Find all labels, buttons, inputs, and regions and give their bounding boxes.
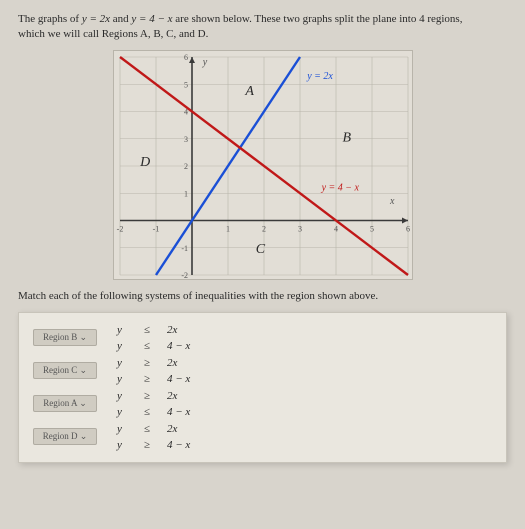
inequality-row: y ≥2x [117, 389, 211, 403]
svg-text:1: 1 [226, 224, 230, 233]
svg-text:6: 6 [184, 53, 188, 62]
chip-column: Region A ⌄ [33, 395, 107, 412]
prompt-eq2: y = 4 − x [131, 13, 172, 25]
region-select[interactable]: Region C ⌄ [33, 362, 97, 379]
svg-text:-2: -2 [181, 271, 188, 280]
svg-text:6: 6 [406, 224, 410, 233]
svg-text:2: 2 [184, 162, 188, 171]
svg-text:-1: -1 [152, 224, 159, 233]
rhs-expression: 2x [167, 390, 211, 402]
svg-text:C: C [255, 242, 265, 257]
inequality-stack: y ≥2x y ≥4 − x [117, 356, 211, 386]
rhs-expression: 2x [167, 423, 211, 435]
graph-container: -2-1123456-2-1123456y = 2xy = 4 − xABCDx… [18, 50, 507, 280]
region-select[interactable]: Region B ⌄ [33, 329, 97, 346]
operator: ≥ [141, 357, 153, 369]
prompt-text: are shown below. These two graphs split … [175, 13, 462, 25]
svg-text:B: B [342, 130, 351, 145]
svg-text:x: x [389, 196, 395, 207]
answers-panel: Region B ⌄ y ≤2x y ≤4 − x Region C ⌄ y ≥2x y ≥4 −… [18, 312, 507, 463]
inequality-stack: y ≤2x y ≥4 − x [117, 422, 211, 452]
prompt-text: The graphs of [18, 13, 82, 25]
inequality-row: y ≥4 − x [117, 372, 211, 386]
svg-text:y = 2x: y = 2x [306, 70, 333, 81]
match-instruction: Match each of the following systems of i… [18, 290, 507, 302]
inequality-stack: y ≤2x y ≤4 − x [117, 323, 211, 353]
chip-column: Region B ⌄ [33, 329, 107, 346]
variable: y [117, 373, 127, 385]
inequality-stack: y ≥2x y ≤4 − x [117, 389, 211, 419]
inequality-row: y ≥2x [117, 356, 211, 370]
inequality-row: y ≤2x [117, 323, 211, 337]
variable: y [117, 357, 127, 369]
chip-column: Region C ⌄ [33, 362, 107, 379]
variable: y [117, 406, 127, 418]
rhs-expression: 4 − x [167, 340, 211, 352]
region-select[interactable]: Region D ⌄ [33, 428, 97, 445]
rhs-expression: 4 − x [167, 406, 211, 418]
inequality-row: y ≤2x [117, 422, 211, 436]
rhs-expression: 4 − x [167, 373, 211, 385]
variable: y [117, 324, 127, 336]
region-graph: -2-1123456-2-1123456y = 2xy = 4 − xABCDx… [113, 50, 413, 280]
problem-prompt: The graphs of y = 2x and y = 4 − x are s… [18, 12, 507, 42]
svg-text:D: D [139, 155, 150, 170]
svg-text:-1: -1 [181, 243, 188, 252]
inequality-row: y ≤4 − x [117, 405, 211, 419]
operator: ≥ [141, 373, 153, 385]
operator: ≥ [141, 439, 153, 451]
rhs-expression: 4 − x [167, 439, 211, 451]
svg-text:1: 1 [184, 189, 188, 198]
operator: ≤ [141, 324, 153, 336]
system-row: Region D ⌄ y ≤2x y ≥4 − x [33, 422, 492, 452]
chip-column: Region D ⌄ [33, 428, 107, 445]
svg-text:4: 4 [334, 224, 338, 233]
variable: y [117, 340, 127, 352]
rhs-expression: 2x [167, 324, 211, 336]
variable: y [117, 423, 127, 435]
svg-text:2: 2 [262, 224, 266, 233]
operator: ≤ [141, 406, 153, 418]
region-select[interactable]: Region A ⌄ [33, 395, 97, 412]
prompt-text: which we will call Regions A, B, C, and … [18, 28, 208, 40]
inequality-row: y ≤4 − x [117, 339, 211, 353]
svg-text:3: 3 [184, 134, 188, 143]
operator: ≤ [141, 340, 153, 352]
prompt-eq1: y = 2x [82, 13, 110, 25]
graph-svg: -2-1123456-2-1123456y = 2xy = 4 − xABCDx… [114, 51, 414, 281]
system-row: Region B ⌄ y ≤2x y ≤4 − x [33, 323, 492, 353]
inequality-row: y ≥4 − x [117, 438, 211, 452]
svg-text:A: A [244, 84, 254, 99]
svg-text:5: 5 [184, 80, 188, 89]
svg-text:5: 5 [370, 224, 374, 233]
rhs-expression: 2x [167, 357, 211, 369]
system-row: Region C ⌄ y ≥2x y ≥4 − x [33, 356, 492, 386]
svg-text:y = 4 − x: y = 4 − x [320, 182, 359, 193]
svg-text:-2: -2 [116, 224, 123, 233]
variable: y [117, 390, 127, 402]
prompt-text: and [113, 13, 132, 25]
svg-text:3: 3 [298, 224, 302, 233]
svg-text:y: y [201, 57, 207, 68]
variable: y [117, 439, 127, 451]
operator: ≤ [141, 423, 153, 435]
operator: ≥ [141, 390, 153, 402]
system-row: Region A ⌄ y ≥2x y ≤4 − x [33, 389, 492, 419]
